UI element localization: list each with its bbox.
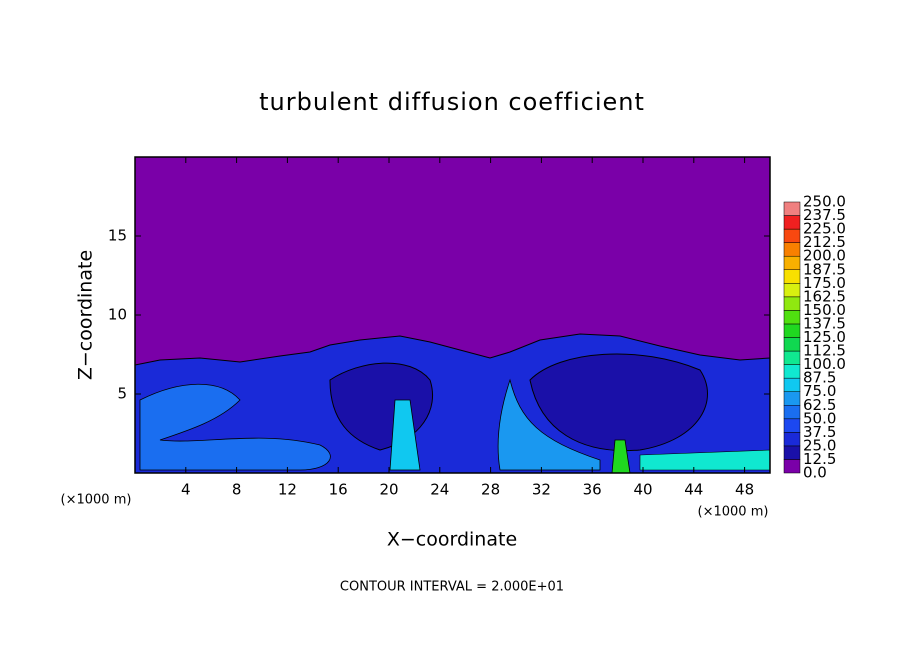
colorbar-label: 225.0 xyxy=(803,220,846,238)
colorbar-segment xyxy=(783,391,801,406)
colorbar-segment xyxy=(783,445,801,460)
colorbar-label: 250.0 xyxy=(803,193,846,211)
colorbar-label: 50.0 xyxy=(803,409,836,427)
y-tick-label: 15 xyxy=(108,227,127,245)
colorbar-label: 187.5 xyxy=(803,260,846,278)
colorbar-label: 62.5 xyxy=(803,396,836,414)
colorbar-label: 87.5 xyxy=(803,369,836,387)
x-tick-label: 8 xyxy=(232,481,242,499)
x-tick-label: 16 xyxy=(329,481,348,499)
y-axis-label: Z−coordinate xyxy=(75,250,97,380)
colorbar-segment xyxy=(783,255,801,271)
y-tick-label: 5 xyxy=(117,385,127,403)
colorbar-segment xyxy=(783,364,801,379)
colorbar-label: 100.0 xyxy=(803,355,846,373)
colorbar-label: 150.0 xyxy=(803,301,846,319)
colorbar-segment xyxy=(783,201,801,216)
x-tick-label: 40 xyxy=(633,481,652,499)
colorbar-segment xyxy=(783,242,801,257)
colorbar-segment xyxy=(783,323,801,338)
colorbar-segment xyxy=(783,215,801,230)
x-tick-label: 4 xyxy=(181,481,191,499)
contour-note: CONTOUR INTERVAL = 2.000E+01 xyxy=(340,580,564,595)
colorbar-segment xyxy=(783,432,801,447)
field xyxy=(135,333,770,473)
colorbar-segment xyxy=(783,377,801,392)
colorbar-label: 175.0 xyxy=(803,274,846,292)
colorbar-label: 137.5 xyxy=(803,314,846,332)
colorbar-label: 162.5 xyxy=(803,287,846,305)
x-tick-label: 48 xyxy=(735,481,754,499)
colorbar-segment xyxy=(783,269,801,284)
x-unit-label: (×1000 m) xyxy=(698,505,769,520)
colorbar-segment xyxy=(783,337,801,352)
colorbar-label: 75.0 xyxy=(803,382,836,400)
colorbar-segment xyxy=(783,283,801,298)
x-tick-label: 44 xyxy=(684,481,703,499)
colorbar-segment xyxy=(783,350,801,365)
colorbar-label: 0.0 xyxy=(803,464,827,482)
x-unit-label: (×1000 m) xyxy=(61,493,132,508)
colorbar-segment xyxy=(783,228,801,243)
colorbar-label: 112.5 xyxy=(803,342,846,360)
colorbar-segment xyxy=(783,405,801,420)
colorbar-label: 37.5 xyxy=(803,423,836,441)
x-tick-label: 20 xyxy=(379,481,398,499)
colorbar-label: 25.0 xyxy=(803,436,836,454)
x-axis-label: X−coordinate xyxy=(387,529,517,551)
x-tick-label: 12 xyxy=(278,481,297,499)
x-tick-label: 36 xyxy=(583,481,602,499)
y-tick-label: 10 xyxy=(108,306,127,324)
chart-title: turbulent diffusion coefficient xyxy=(259,88,645,116)
colorbar-label: 212.5 xyxy=(803,233,846,251)
colorbar-label: 125.0 xyxy=(803,328,846,346)
x-tick-label: 28 xyxy=(481,481,500,499)
colorbar-segment xyxy=(783,418,801,433)
colorbar-label: 12.5 xyxy=(803,450,836,468)
colorbar-segment xyxy=(783,459,801,474)
colorbar-segment xyxy=(783,296,801,311)
colorbar-label: 237.5 xyxy=(803,206,846,224)
x-tick-label: 24 xyxy=(430,481,449,499)
x-tick-label: 32 xyxy=(532,481,551,499)
colorbar-segment xyxy=(783,310,801,325)
colorbar-label: 200.0 xyxy=(803,247,846,265)
